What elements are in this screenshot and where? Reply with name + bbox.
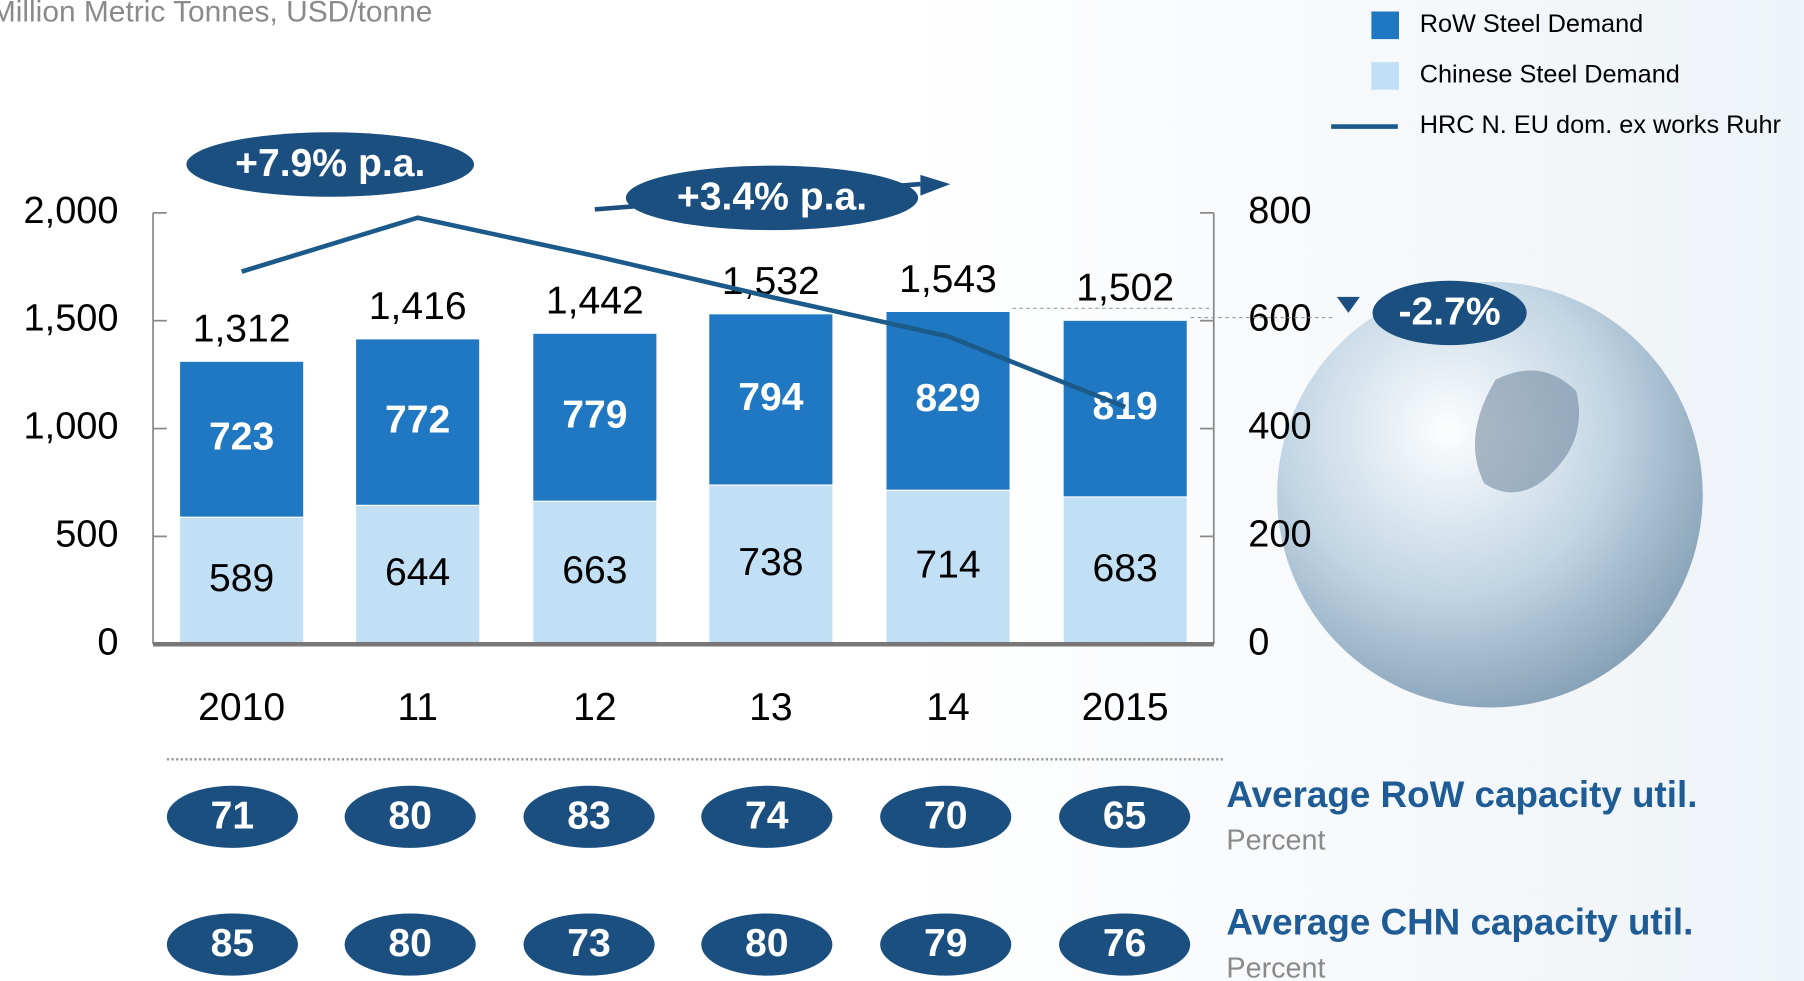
globe-decoration [1277, 281, 1703, 708]
bar-value-label: 644 [385, 551, 450, 594]
util-value: 74 [745, 794, 789, 837]
y2-tick-label: 800 [1248, 190, 1311, 232]
util-bubble [523, 913, 655, 976]
util-bubble [1059, 785, 1191, 848]
legend-swatch [1371, 11, 1400, 40]
util-bubble [701, 785, 833, 848]
x-tick-label: 11 [397, 686, 438, 729]
util-value: 85 [211, 922, 255, 965]
util-value: 80 [388, 922, 432, 965]
bar-value-label: 772 [385, 398, 450, 441]
total-label: 1,416 [369, 285, 467, 328]
bar-segment [708, 313, 834, 486]
legend-swatch [1371, 62, 1400, 90]
y-tick-label: 1,500 [24, 298, 119, 340]
y2-tick-label: 400 [1248, 406, 1311, 448]
globe-land [1474, 370, 1580, 493]
total-label: 1,312 [193, 308, 291, 351]
util-value: 80 [388, 794, 432, 837]
util-bubble [166, 785, 299, 848]
bar-segment [1062, 319, 1188, 498]
util-value: 83 [567, 794, 611, 837]
bar-segment [178, 360, 305, 518]
x-tick-label: 13 [749, 686, 793, 729]
util-title: Average CHN capacity util. [1226, 902, 1693, 943]
util-value: 71 [211, 794, 255, 837]
bar-value-label: 738 [738, 541, 803, 584]
util-bubble [701, 913, 833, 976]
util-value: 79 [924, 922, 968, 965]
util-bubble [1059, 913, 1191, 976]
util-bubble [344, 913, 476, 976]
y2-tick-label: 0 [1248, 621, 1269, 663]
bar-value-label: 723 [209, 416, 274, 459]
bar-segment [354, 338, 481, 506]
util-unit: Percent [1226, 952, 1325, 981]
util-value: 76 [1103, 922, 1147, 965]
annotation-bubble [186, 132, 475, 197]
bar-value-label: 589 [209, 557, 274, 600]
x-tick-label: 2010 [198, 686, 285, 729]
bar-segment [708, 484, 834, 645]
util-bubble [344, 785, 476, 848]
util-bubble [880, 913, 1012, 976]
y2-tick-label: 200 [1248, 513, 1311, 555]
bar-value-label: 794 [738, 376, 804, 419]
bar-value-label: 663 [562, 549, 627, 592]
bar-value-label: 683 [1093, 547, 1158, 590]
util-bubble [880, 785, 1012, 848]
bar-value-label: 779 [562, 394, 627, 437]
bar-value-label: 714 [915, 544, 980, 587]
subtitle: Million Metric Tonnes, USD/tonne [0, 0, 432, 29]
bar-value-label: 829 [915, 377, 980, 420]
annotation-label: +3.4% p.a. [677, 175, 867, 218]
bar-segment [178, 516, 305, 645]
annotation-label: +7.9% p.a. [235, 142, 425, 185]
annotation-bubble [625, 165, 919, 231]
y2-tick-label: 600 [1248, 298, 1311, 340]
util-bubble [166, 913, 299, 976]
annotation-arrowhead [920, 174, 951, 196]
bar-segment [885, 310, 1011, 491]
annotation-arrowhead [1336, 296, 1360, 313]
y-tick-label: 1,000 [24, 406, 119, 448]
x-tick-label: 2015 [1082, 686, 1169, 729]
util-value: 70 [924, 794, 968, 837]
total-label: 1,502 [1076, 267, 1174, 310]
util-value: 80 [745, 922, 789, 965]
util-title: Average RoW capacity util. [1226, 774, 1697, 815]
line-series [240, 215, 1127, 410]
util-bubble [523, 785, 655, 848]
annotation-label: -2.7% [1399, 290, 1501, 333]
util-value: 73 [567, 922, 611, 965]
total-label: 1,442 [546, 280, 644, 323]
y-tick-label: 2,000 [24, 190, 119, 232]
bar-segment [532, 332, 658, 502]
y-tick-label: 500 [55, 513, 118, 555]
x-tick-label: 14 [926, 686, 970, 729]
legend-label: Chinese Steel Demand [1420, 61, 1680, 89]
x-tick-label: 12 [573, 686, 617, 729]
util-unit: Percent [1226, 825, 1325, 857]
y-tick-label: 0 [97, 621, 118, 663]
total-label: 1,543 [899, 258, 997, 301]
bar-segment [885, 489, 1011, 645]
legend-label: HRC N. EU dom. ex works Ruhr [1420, 111, 1781, 139]
bar-segment [1062, 496, 1188, 645]
legend-label: RoW Steel Demand [1420, 10, 1644, 38]
util-value: 65 [1103, 794, 1147, 837]
annotation-bubble [1372, 280, 1527, 346]
